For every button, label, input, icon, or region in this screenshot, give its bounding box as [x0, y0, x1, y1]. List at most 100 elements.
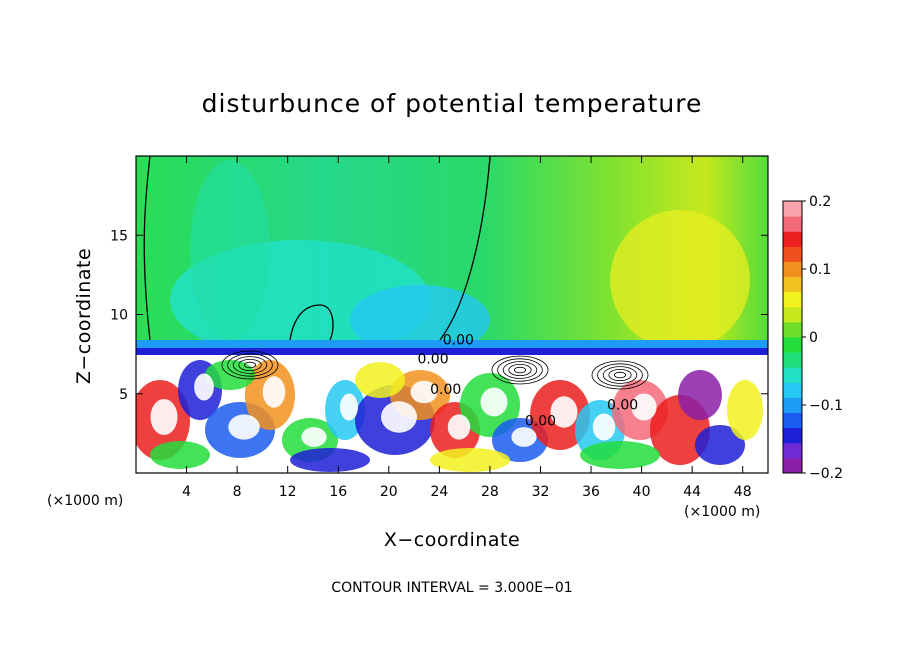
- cool-anomaly-region: [350, 285, 490, 355]
- eddy-patch: [580, 441, 660, 469]
- eddy-core: [631, 393, 657, 421]
- x-tick-label: 4: [182, 484, 191, 500]
- eddy-patch: [430, 448, 510, 472]
- y-tick-label: 10: [110, 308, 128, 324]
- eddy-patch: [150, 441, 210, 469]
- eddy-core: [301, 427, 327, 447]
- eddy-patch: [355, 362, 405, 398]
- contour-label: 0.00: [430, 382, 461, 398]
- x-axis-title: X−coordinate: [384, 529, 520, 551]
- x-tick-label: 20: [380, 484, 398, 500]
- colorbar-swatch: [783, 442, 802, 459]
- x-tick-label: 16: [329, 484, 347, 500]
- contour-ring: [491, 355, 549, 385]
- eddy-core: [550, 396, 578, 428]
- zero-contour-line: [143, 156, 151, 341]
- contour-ring: [502, 361, 538, 379]
- contour-ring: [227, 353, 273, 377]
- eddy-core: [480, 387, 508, 417]
- x-tick-label: 32: [532, 484, 550, 500]
- contour-ring: [243, 361, 256, 369]
- x-tick-label: 40: [633, 484, 651, 500]
- eddy-patches: [136, 350, 763, 472]
- colorbar-swatch: [783, 412, 802, 429]
- colorbar-swatch: [783, 397, 802, 414]
- x-tick-label: 44: [683, 484, 701, 500]
- x-unit-label-left: (×1000 m): [47, 493, 123, 509]
- contour-ring: [608, 368, 632, 381]
- colorbar: 0.2 0.1 0 −0.1 −0.2: [782, 194, 843, 482]
- contour-label: 0.00: [607, 398, 638, 414]
- colorbar-tick-label: −0.2: [809, 466, 843, 482]
- contour-ring: [232, 356, 268, 374]
- eddy-core: [194, 373, 214, 401]
- x-tick-label: 24: [430, 484, 448, 500]
- eddy-core: [228, 414, 260, 440]
- colorbar-tick-label: 0.1: [809, 262, 831, 278]
- contour-ring: [508, 363, 532, 376]
- contour-labels: 0.00 0.00 0.00 0.00 0.00: [417, 333, 638, 430]
- eddy-patch: [695, 425, 745, 465]
- contour-interval-note: CONTOUR INTERVAL = 3.000E−01: [331, 580, 572, 596]
- colorbar-tick-label: 0: [809, 330, 818, 346]
- contour-label: 0.00: [443, 333, 474, 349]
- eddy-core: [410, 380, 438, 404]
- eddy-core: [511, 427, 537, 447]
- chart-title: disturbunce of potential temperature: [202, 89, 703, 118]
- x-axis: 4 8 12 16 20 24 28 32 36 40 44 48: [182, 156, 752, 500]
- colorbar-swatch: [783, 321, 802, 338]
- colorbar-swatch: [783, 352, 802, 368]
- x-tick-label: 28: [481, 484, 499, 500]
- y-tick-label: 5: [119, 387, 128, 403]
- colorbar-swatch: [783, 261, 802, 278]
- contour-ring: [602, 366, 638, 384]
- contour-label: 0.00: [525, 413, 556, 429]
- eddy-core: [150, 399, 178, 435]
- contour-ring: [591, 360, 649, 390]
- eddy-core: [447, 414, 471, 440]
- zero-contour-line: [289, 304, 334, 341]
- zero-contour-line: [439, 156, 491, 341]
- colorbar-swatch: [783, 201, 802, 217]
- colorbar-tick-label: −0.1: [809, 398, 843, 414]
- colorbar-swatch: [783, 216, 802, 232]
- eddy-patch: [290, 448, 370, 472]
- colorbar-swatch: [783, 276, 802, 293]
- eddy-patch: [727, 380, 763, 440]
- x-tick-label: 36: [582, 484, 600, 500]
- x-tick-label: 8: [233, 484, 242, 500]
- colorbar-swatch: [783, 246, 802, 262]
- x-unit-label-right: (×1000 m): [684, 504, 760, 520]
- eddy-core: [592, 413, 616, 441]
- colorbar-swatch: [783, 367, 802, 383]
- interface-band: [136, 348, 768, 355]
- colorbar-tick-label: 0.2: [809, 194, 831, 210]
- contour-ring: [497, 358, 543, 382]
- colorbar-swatch: [783, 457, 802, 474]
- contour-ring: [238, 358, 262, 371]
- colorbar-swatch: [783, 382, 802, 398]
- colorbar-swatch: [783, 291, 802, 308]
- colorbar-swatch: [783, 306, 802, 323]
- eddy-patch: [678, 370, 722, 420]
- contour-ring: [597, 363, 643, 387]
- eddy-core: [381, 401, 417, 433]
- x-tick-label: 48: [734, 484, 752, 500]
- contour-label: 0.00: [417, 352, 448, 368]
- warm-anomaly-region: [610, 210, 750, 350]
- colorbar-swatch: [783, 427, 802, 444]
- heatmap-field: [136, 156, 768, 473]
- eddy-core: [340, 393, 358, 421]
- y-axis: 5 10 15: [110, 228, 768, 403]
- colorbar-swatch: [783, 337, 802, 353]
- contour-ring: [614, 371, 627, 379]
- contour-ring: [221, 350, 279, 380]
- x-tick-label: 12: [279, 484, 297, 500]
- y-tick-label: 15: [110, 228, 128, 244]
- eddy-core: [262, 376, 286, 408]
- cool-anomaly-region: [190, 160, 270, 340]
- colorbar-swatch: [783, 231, 802, 247]
- y-axis-title: Z−coordinate: [73, 248, 95, 384]
- contour-ring: [514, 366, 527, 374]
